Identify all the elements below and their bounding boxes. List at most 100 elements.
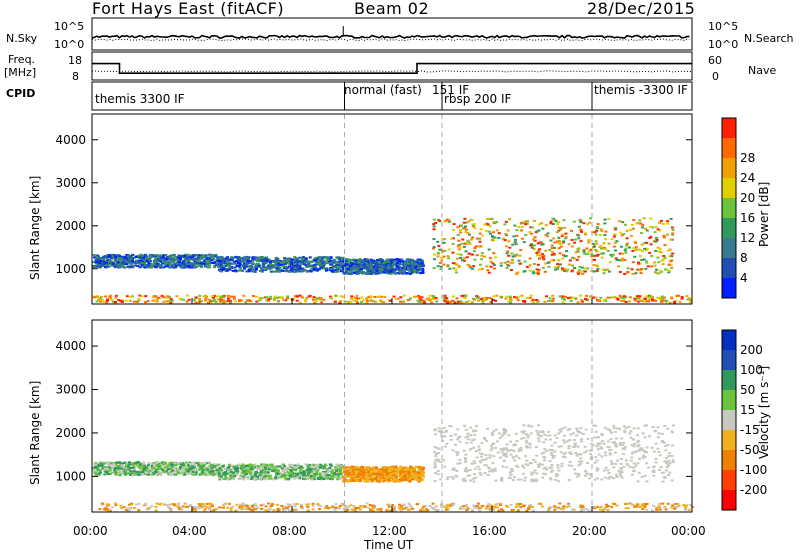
power-scatter-cell (643, 247, 647, 250)
velocity-scatter-cell (319, 478, 323, 481)
power-scatter-cell (199, 262, 203, 265)
velocity-scatter-cell (276, 465, 280, 468)
velocity-scatter-cell (265, 476, 269, 479)
power-scatter-cell (447, 219, 451, 222)
power-scatter-cell (649, 235, 653, 238)
velocity-scatter-cell (264, 465, 267, 468)
velocity-scatter-cell (341, 477, 344, 480)
power-scatter-cell (550, 253, 554, 256)
power-scatter-cell (307, 262, 311, 265)
power-scatter-cell (637, 262, 641, 265)
power-scatter-cell (540, 241, 543, 244)
velocity-scatter-cell (276, 472, 280, 475)
power-scatter-cell (306, 261, 310, 264)
velocity-scatter-cell (123, 462, 127, 464)
velocity-scatter-cell (161, 463, 165, 466)
velocity-scatter-cell (326, 467, 330, 470)
power-scatter-cell (180, 254, 184, 257)
velocity-scatter-cell (101, 461, 105, 464)
power-scatter-cell (643, 298, 647, 300)
power-scatter-cell (193, 261, 197, 264)
power-scatter-cell (313, 268, 316, 271)
power-scatter-cell (292, 269, 296, 272)
power-scatter-cell (301, 260, 305, 263)
power-scatter-cell (362, 299, 366, 302)
power-scatter-cell (595, 242, 599, 245)
velocity-scatter-cell (296, 465, 300, 468)
power-scatter-cell (480, 258, 484, 261)
power-scatter-cell (457, 266, 461, 268)
power-scatter-cell (603, 238, 607, 241)
power-scatter-cell (325, 261, 329, 264)
power-scatter-cell (488, 257, 492, 260)
power-scatter-cell (224, 300, 228, 303)
power-scatter-cell (628, 296, 632, 299)
power-scatter-cell (346, 265, 349, 268)
power-scatter-cell (278, 264, 282, 267)
velocity-scatter-cell (372, 469, 376, 471)
power-scatter-cell (550, 259, 554, 262)
power-scatter-cell (461, 301, 465, 304)
power-scatter-cell (610, 255, 614, 258)
power-scatter-cell (138, 294, 142, 297)
power-scatter-cell (463, 227, 467, 230)
power-scatter-cell (278, 267, 282, 269)
power-scatter-cell (222, 301, 226, 304)
power-scatter-cell (178, 262, 182, 265)
velocity-scatter-cell (343, 480, 347, 483)
power-scatter-cell (143, 301, 147, 304)
power-scatter-cell (528, 296, 532, 299)
power-scatter-cell (326, 258, 329, 261)
power-scatter-cell (113, 254, 117, 256)
velocity-scatter-cell (291, 464, 295, 467)
power-scatter-cell (511, 243, 515, 246)
velocity-scatter-cell (398, 470, 402, 473)
power-scatter-cell (559, 226, 563, 229)
power-scatter-cell (505, 295, 509, 298)
power-scatter-cell (642, 300, 646, 303)
power-scatter-cell (388, 299, 392, 302)
power-scatter-cell (660, 295, 664, 298)
velocity-scatter-cell (294, 467, 298, 469)
power-scatter-cell (329, 268, 333, 271)
power-scatter-cell (499, 295, 503, 298)
velocity-scatter-cell (306, 463, 309, 466)
power-scatter-cell (640, 267, 643, 270)
power-scatter-cell (668, 301, 672, 304)
velocity-scatter-cell (294, 468, 298, 471)
power-scatter-cell (225, 269, 229, 272)
power-scatter-cell (336, 261, 340, 264)
velocity-scatter-cell (310, 478, 314, 481)
power-scatter-cell (260, 297, 264, 300)
velocity-scatter-cell (142, 472, 146, 475)
power-scatter-cell (139, 253, 143, 256)
power-scatter-cell (137, 254, 141, 257)
power-scatter-cell (376, 265, 380, 268)
power-scatter-cell (118, 266, 122, 269)
power-scatter-cell (285, 269, 289, 271)
power-scatter-cell (245, 259, 249, 262)
power-scatter-cell (369, 295, 373, 298)
velocity-scatter-cell (179, 462, 183, 465)
velocity-scatter-cell (117, 461, 121, 464)
power-scatter-cell (529, 244, 533, 247)
power-scatter-cell (286, 270, 290, 273)
velocity-scatter-cell (274, 470, 278, 473)
power-scatter-cell (479, 228, 483, 231)
power-scatter-cell (196, 260, 200, 263)
power-scatter-cell (491, 231, 495, 234)
velocity-scatter-cell (290, 471, 293, 474)
power-scatter-cell (250, 267, 254, 270)
power-scatter-cell (220, 267, 224, 270)
velocity-scatter-cell (218, 467, 222, 470)
power-scatter-cell (655, 268, 658, 271)
power-scatter-cell (553, 241, 557, 244)
velocity-scatter-cell (139, 471, 143, 474)
power-scatter-cell (525, 297, 529, 299)
power-scatter-cell (332, 261, 336, 264)
power-scatter-cell (102, 256, 106, 259)
power-scatter-cell (345, 272, 349, 275)
power-scatter-cell (293, 263, 297, 265)
power-scatter-cell (462, 259, 466, 262)
power-scatter-cell (391, 267, 395, 270)
